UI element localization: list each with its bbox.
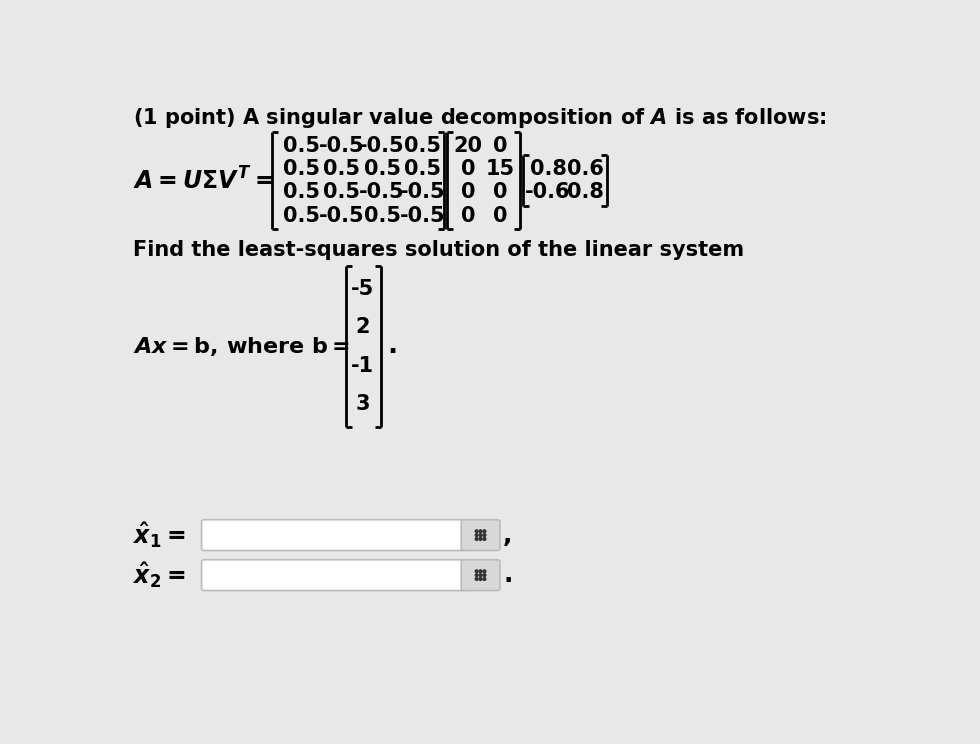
Text: $A = U\Sigma V^T =$: $A = U\Sigma V^T =$ [133, 167, 274, 194]
Text: .: . [387, 333, 398, 359]
Circle shape [475, 538, 478, 540]
Text: -0.5: -0.5 [319, 136, 365, 156]
Text: -0.5: -0.5 [400, 205, 445, 225]
Circle shape [483, 570, 486, 573]
Text: 0.5: 0.5 [283, 136, 320, 156]
Text: 0.5: 0.5 [283, 182, 320, 202]
Circle shape [479, 574, 482, 577]
Text: $\hat{x}_2 =$: $\hat{x}_2 =$ [133, 560, 186, 590]
Text: 0: 0 [494, 205, 508, 225]
Text: 0: 0 [461, 159, 475, 179]
Text: 0.5: 0.5 [323, 182, 361, 202]
Text: -0.5: -0.5 [360, 136, 405, 156]
Text: 0.5: 0.5 [283, 205, 320, 225]
Text: 0.5: 0.5 [364, 159, 401, 179]
Text: 3: 3 [356, 394, 370, 414]
Text: 0.5: 0.5 [364, 205, 401, 225]
Circle shape [479, 538, 482, 540]
Text: 0.6: 0.6 [566, 159, 604, 179]
Text: 0.8: 0.8 [529, 159, 566, 179]
Text: 15: 15 [486, 159, 515, 179]
Circle shape [479, 530, 482, 533]
Text: -0.5: -0.5 [360, 182, 405, 202]
Text: 0.8: 0.8 [566, 182, 604, 202]
Circle shape [475, 530, 478, 533]
Circle shape [483, 533, 486, 536]
FancyBboxPatch shape [462, 559, 500, 591]
Circle shape [479, 533, 482, 536]
Text: $\hat{x}_1 =$: $\hat{x}_1 =$ [133, 520, 186, 550]
Text: -0.5: -0.5 [319, 205, 365, 225]
Circle shape [475, 533, 478, 536]
Text: -0.6: -0.6 [525, 182, 570, 202]
Circle shape [483, 530, 486, 533]
Text: .: . [503, 563, 513, 587]
Text: -1: -1 [351, 356, 374, 376]
Text: 0.5: 0.5 [323, 159, 361, 179]
FancyBboxPatch shape [202, 520, 466, 551]
Text: 0.5: 0.5 [404, 136, 441, 156]
FancyBboxPatch shape [202, 559, 466, 591]
Text: 0.5: 0.5 [404, 159, 441, 179]
Text: $Ax = \mathbf{b}$, where $\mathbf{b} =$: $Ax = \mathbf{b}$, where $\mathbf{b} =$ [133, 335, 351, 358]
Text: 2: 2 [356, 317, 370, 337]
Circle shape [475, 574, 478, 577]
Circle shape [483, 538, 486, 540]
Text: 20: 20 [454, 136, 482, 156]
Circle shape [479, 570, 482, 573]
Text: -0.5: -0.5 [400, 182, 445, 202]
Text: -5: -5 [351, 279, 374, 298]
FancyBboxPatch shape [462, 520, 500, 551]
Text: 0: 0 [461, 182, 475, 202]
Text: 0: 0 [461, 205, 475, 225]
Text: ,: , [503, 523, 513, 547]
Text: Find the least-squares solution of the linear system: Find the least-squares solution of the l… [133, 240, 745, 260]
Text: 0.5: 0.5 [283, 159, 320, 179]
Text: 0: 0 [494, 136, 508, 156]
Circle shape [475, 570, 478, 573]
Circle shape [479, 577, 482, 580]
Text: 0: 0 [494, 182, 508, 202]
Text: (1 point) A singular value decomposition of $\mathit{A}$ is as follows:: (1 point) A singular value decomposition… [133, 106, 827, 130]
Circle shape [483, 574, 486, 577]
Circle shape [475, 577, 478, 580]
Circle shape [483, 577, 486, 580]
